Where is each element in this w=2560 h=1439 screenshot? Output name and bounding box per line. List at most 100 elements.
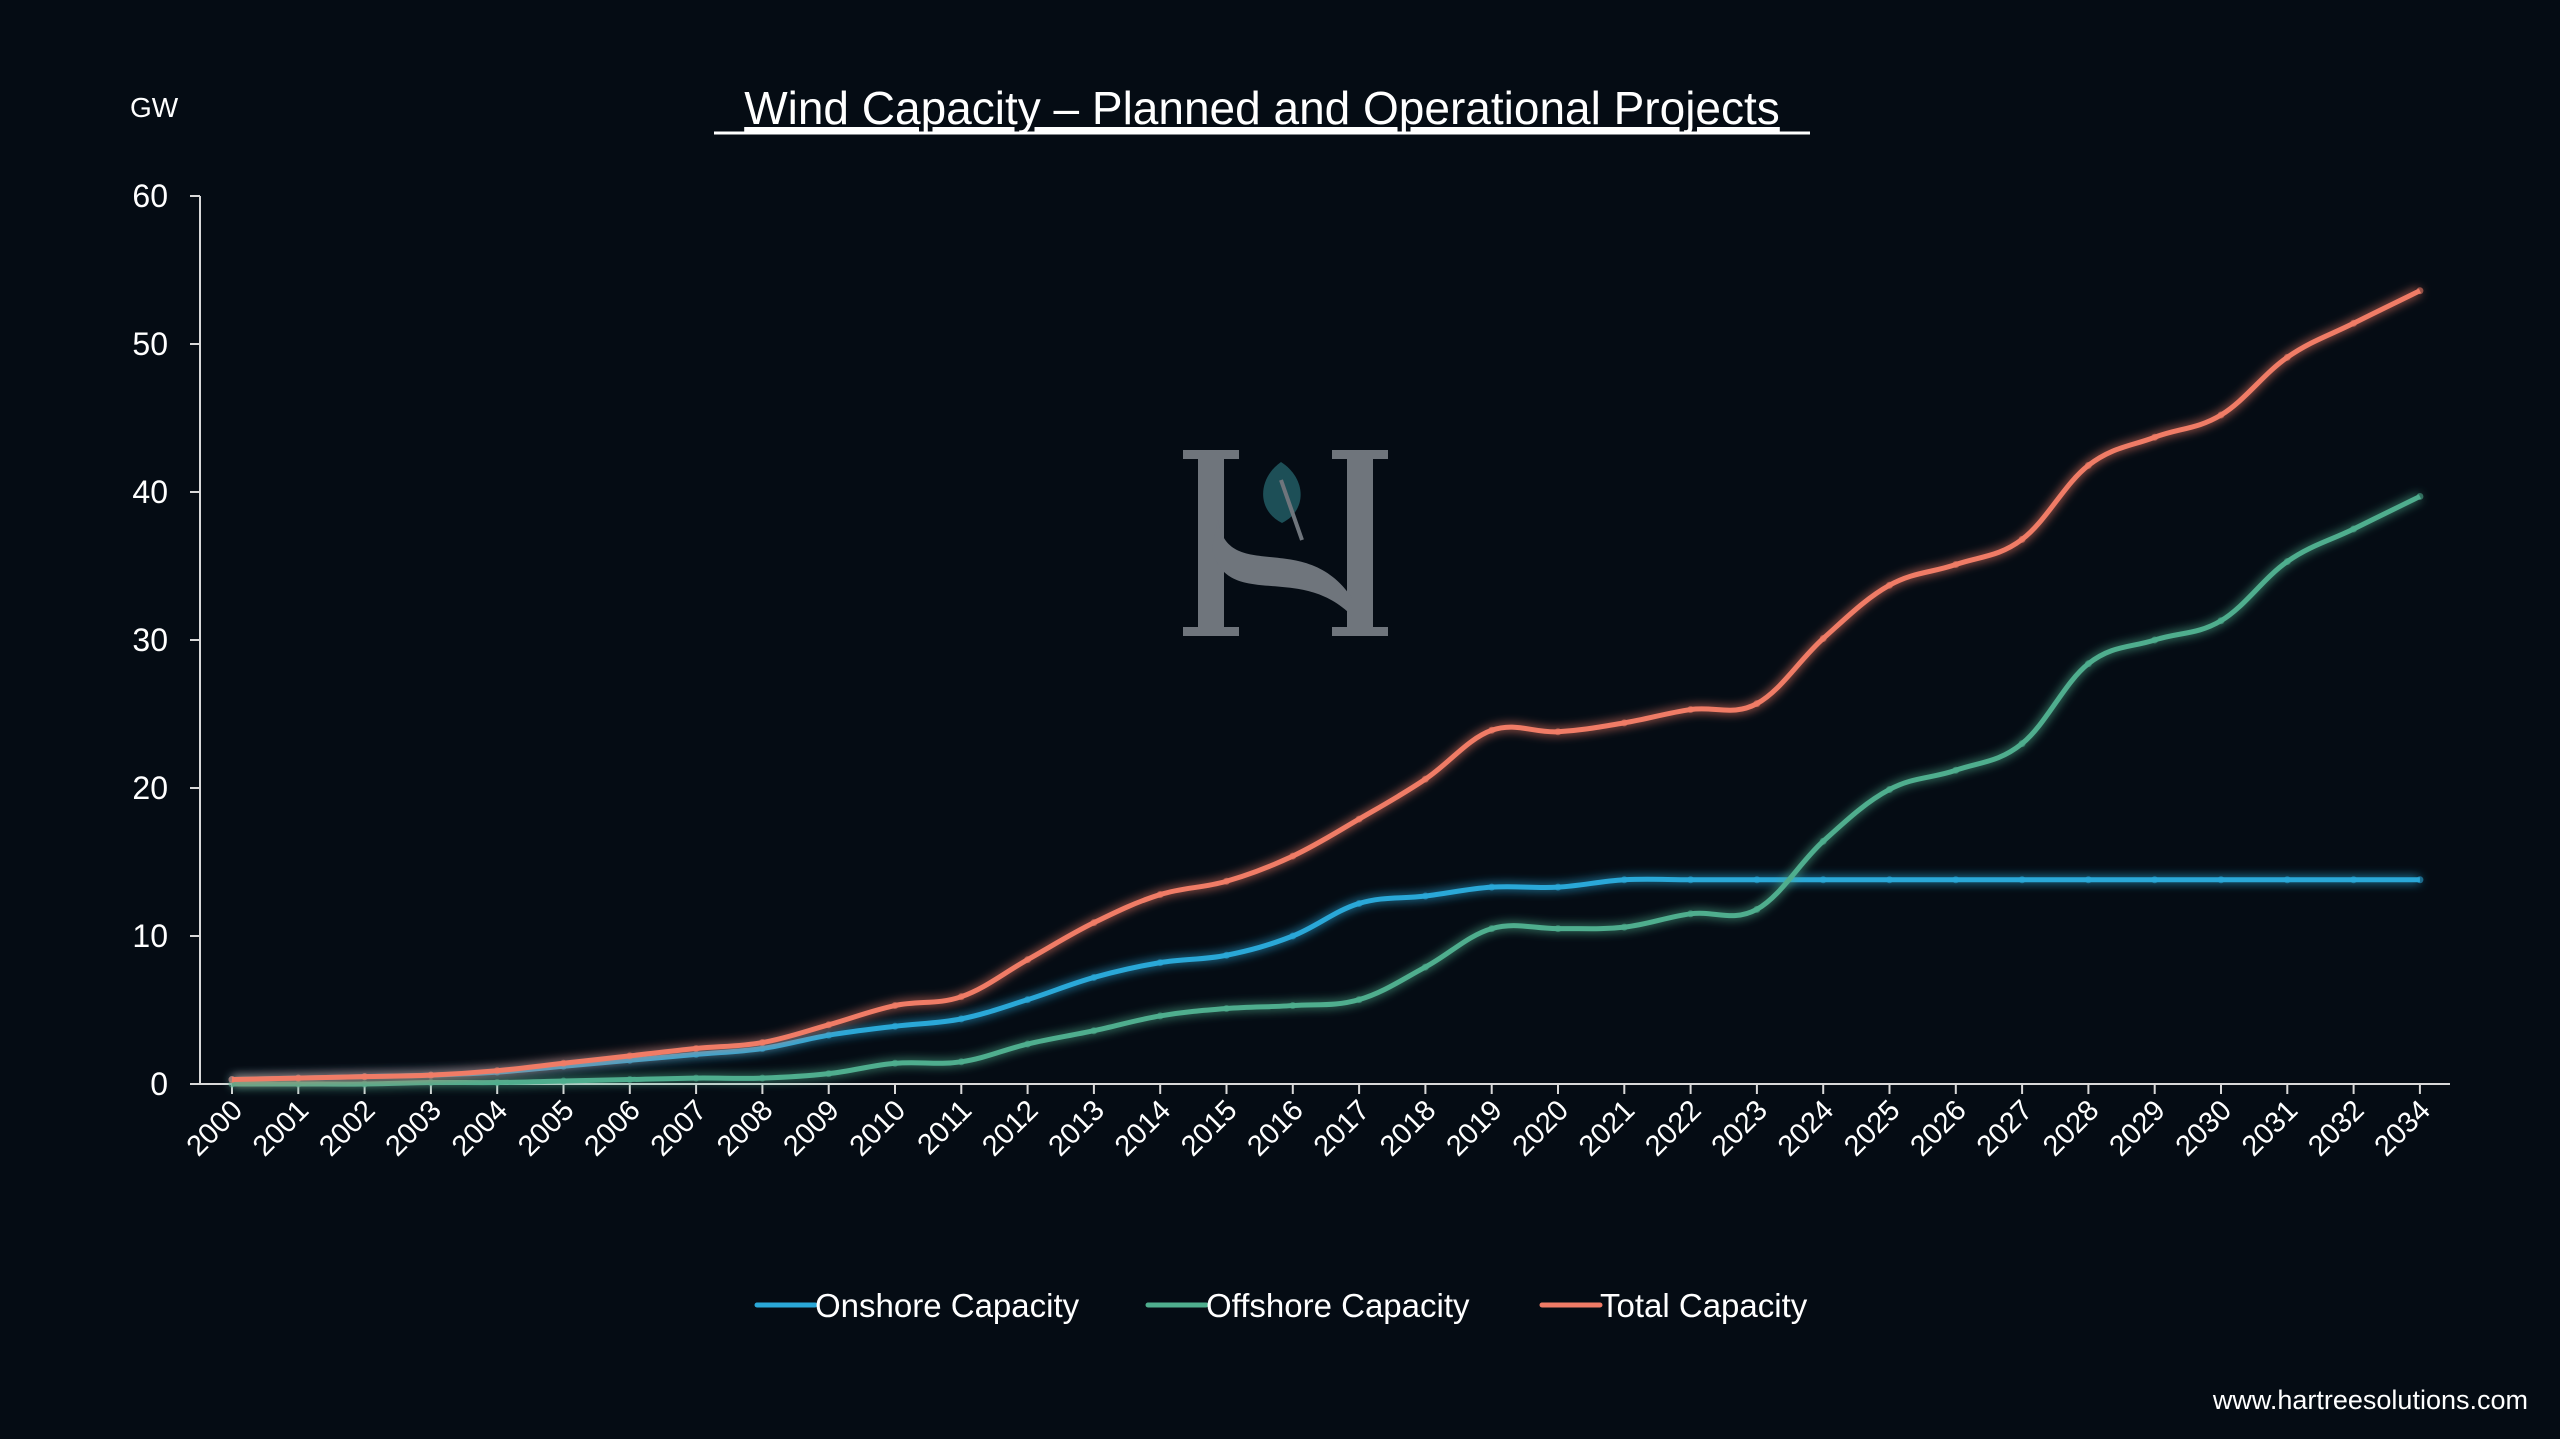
data-point-offshore-capacity	[1819, 837, 1827, 845]
x-tick-label: 2031	[2236, 1094, 2304, 1162]
x-tick-label: 2029	[2103, 1094, 2171, 1162]
series-offshore-capacity	[228, 492, 2424, 1088]
data-point-offshore-capacity	[1952, 766, 1960, 774]
x-tick-label: 2020	[1507, 1094, 1575, 1162]
data-point-offshore-capacity	[2350, 525, 2358, 533]
data-point-offshore-capacity	[825, 1070, 833, 1078]
data-point-offshore-capacity	[2283, 558, 2291, 566]
data-point-total-capacity	[1421, 775, 1429, 783]
series-line-total-capacity	[231, 288, 2422, 1083]
data-point-offshore-capacity	[1886, 785, 1893, 793]
data-point-offshore-capacity	[1156, 1012, 1164, 1020]
data-point-total-capacity	[1156, 891, 1164, 899]
data-point-offshore-capacity	[1090, 1027, 1098, 1035]
x-tick-label: 2017	[1308, 1094, 1376, 1162]
data-point-onshore-capacity	[2151, 876, 2159, 884]
legend-item-total[interactable]: Total Capacity	[1539, 1287, 1808, 1324]
series-total-capacity	[228, 287, 2424, 1084]
data-point-total-capacity	[692, 1044, 700, 1052]
data-point-total-capacity	[1886, 581, 1893, 589]
data-point-total-capacity	[294, 1074, 302, 1082]
y-tick-label: 60	[132, 178, 168, 214]
data-point-onshore-capacity	[1355, 899, 1363, 907]
data-point-total-capacity	[2217, 411, 2225, 419]
x-tick-label: 2006	[579, 1094, 647, 1162]
data-point-onshore-capacity	[1554, 883, 1562, 891]
data-point-total-capacity	[1024, 956, 1032, 964]
data-point-total-capacity	[1753, 700, 1761, 708]
legend-item-offshore[interactable]: Offshore Capacity	[1145, 1287, 1470, 1324]
data-point-onshore-capacity	[2283, 876, 2291, 884]
data-point-total-capacity	[2018, 535, 2026, 543]
data-point-onshore-capacity	[1090, 973, 1098, 981]
x-tick-label: 2002	[313, 1094, 381, 1162]
y-tick-label: 40	[132, 474, 168, 510]
x-tick-label: 2026	[1905, 1094, 1973, 1162]
data-point-onshore-capacity	[1421, 892, 1429, 900]
data-point-offshore-capacity	[891, 1059, 899, 1067]
x-tick-label: 2007	[645, 1094, 713, 1162]
data-point-onshore-capacity	[2350, 876, 2358, 884]
data-point-total-capacity	[1819, 635, 1827, 643]
x-tick-label: 2023	[1706, 1094, 1774, 1162]
legend-label-onshore: Onshore Capacity	[815, 1287, 1080, 1324]
data-point-offshore-capacity	[1488, 925, 1496, 933]
data-point-offshore-capacity	[692, 1074, 700, 1082]
series-lines	[228, 287, 2424, 1088]
data-point-total-capacity	[2151, 433, 2159, 441]
data-point-onshore-capacity	[1289, 932, 1297, 940]
data-point-total-capacity	[626, 1052, 634, 1060]
data-point-onshore-capacity	[1819, 876, 1827, 884]
series-onshore-capacity	[228, 876, 2424, 1084]
data-point-offshore-capacity	[427, 1079, 435, 1087]
y-tick-label: 0	[150, 1066, 168, 1102]
legend-label-total: Total Capacity	[1600, 1287, 1808, 1324]
x-tick-label: 2015	[1175, 1094, 1243, 1162]
x-tick-label: 2022	[1639, 1094, 1707, 1162]
data-point-total-capacity	[560, 1059, 567, 1067]
data-point-offshore-capacity	[2217, 617, 2225, 625]
data-point-total-capacity	[2416, 287, 2424, 295]
footer-website-link[interactable]: www.hartreesolutions.com	[2212, 1385, 2528, 1415]
y-tick-label: 30	[132, 622, 168, 658]
legend-label-offshore: Offshore Capacity	[1206, 1287, 1470, 1324]
leaf-stem	[1279, 479, 1304, 541]
x-tick-label: 2003	[380, 1094, 448, 1162]
leaf-icon	[1263, 462, 1301, 523]
data-point-onshore-capacity	[1156, 959, 1164, 967]
legend-item-onshore[interactable]: Onshore Capacity	[754, 1287, 1080, 1324]
data-point-total-capacity	[361, 1073, 369, 1081]
data-point-onshore-capacity	[2217, 876, 2225, 884]
x-tick-label: 2024	[1772, 1094, 1840, 1162]
x-tick-label: 2010	[844, 1094, 912, 1162]
x-tick-label: 2008	[711, 1094, 779, 1162]
data-point-offshore-capacity	[1421, 963, 1429, 971]
data-point-onshore-capacity	[891, 1022, 899, 1030]
data-point-onshore-capacity	[2084, 876, 2092, 884]
data-point-onshore-capacity	[1753, 876, 1761, 884]
data-point-onshore-capacity	[1620, 876, 1628, 884]
data-point-total-capacity	[758, 1039, 766, 1047]
data-point-total-capacity	[1952, 561, 1960, 569]
data-point-offshore-capacity	[1620, 923, 1628, 931]
data-point-total-capacity	[891, 1002, 899, 1010]
y-axis-ticks: 0 10 20 30 40 50 60	[132, 178, 200, 1102]
y-tick-label: 50	[132, 326, 168, 362]
logo-letter-h	[1183, 450, 1388, 636]
data-point-onshore-capacity	[2018, 876, 2026, 884]
chart-title: Wind Capacity – Planned and Operational …	[744, 82, 1780, 134]
data-point-total-capacity	[825, 1021, 833, 1029]
x-tick-label: 2014	[1109, 1094, 1177, 1162]
x-axis-ticks: 2000200120022003200420052006200720082009…	[181, 1084, 2437, 1163]
data-point-onshore-capacity	[758, 1044, 766, 1052]
data-point-offshore-capacity	[1753, 905, 1761, 913]
data-point-onshore-capacity	[1223, 951, 1230, 959]
data-point-onshore-capacity	[1024, 996, 1032, 1004]
y-axis-unit-label: GW	[130, 92, 179, 123]
x-tick-label: 2005	[512, 1094, 580, 1162]
hartree-logo-watermark	[1183, 450, 1388, 636]
data-point-onshore-capacity	[825, 1031, 833, 1039]
data-point-offshore-capacity	[2084, 660, 2092, 668]
data-point-onshore-capacity	[2416, 876, 2424, 884]
data-point-offshore-capacity	[1024, 1040, 1032, 1048]
